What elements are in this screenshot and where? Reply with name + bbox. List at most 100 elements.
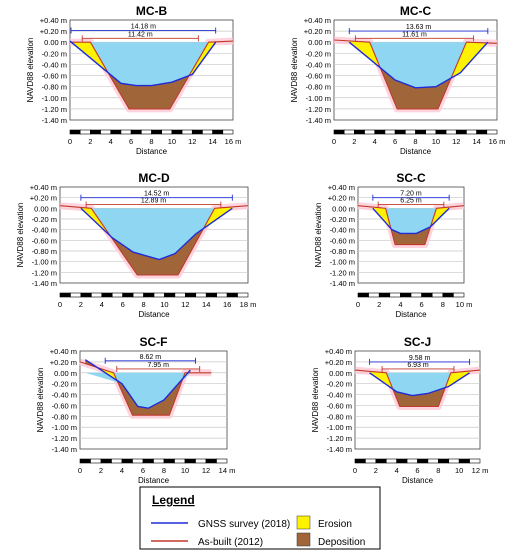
bottom-width-label: 6.25 m [400,198,422,205]
x-axis-label: Distance [402,476,434,485]
gnss-line [69,40,217,87]
y-tick-label: -0.80 m [327,412,352,421]
x-tick-label: 6 [420,300,424,309]
gnss-line [372,207,450,235]
scale-bar-segment [174,292,186,298]
scale-bar-segment [442,292,454,298]
scale-bar-segment [410,292,422,298]
scale-bar-segment [195,458,207,464]
x-tick-label: 2 [79,300,83,309]
scale-bar-segment [101,292,113,298]
y-tick-label: +0.40 m [325,347,352,356]
y-axis-label: NAVD88 elevation [16,203,25,268]
scale-bar-segment [374,129,386,135]
scale-bar-segment [110,129,122,135]
scale-bar-segment [130,129,142,135]
x-tick-label: 2 [374,466,378,475]
x-tick-label: 10 [432,137,440,146]
x-tick-label: 12 [452,137,460,146]
y-tick-label: 0.00 m [308,38,331,47]
scale-bar-segment [195,292,207,298]
top-width-label: 13.63 m [406,24,431,31]
scale-bar-segment [153,292,165,298]
x-tick-label: 10 m [456,300,473,309]
scale-bar-segment [216,292,228,298]
scale-bar-segment [91,292,103,298]
y-tick-label: -1.00 m [52,423,77,432]
y-tick-label: -0.60 m [32,236,57,245]
y-tick-label: -0.60 m [42,72,67,81]
erosion-area [372,207,450,245]
scale-bar-segment [406,458,418,464]
y-tick-label: -1.40 m [327,445,352,454]
scale-bar-segment [205,458,217,464]
scale-bar-segment [205,292,217,298]
top-width-label: 8.62 m [140,354,162,361]
x-tick-label: 0 [353,466,357,475]
gnss-line [369,372,470,397]
scale-bar-segment [212,129,224,135]
y-tick-label: -1.20 m [32,268,57,277]
chart-title: MC-D [138,171,170,185]
asbuilt-line [357,205,465,246]
scale-bar-segment [80,292,92,298]
scale-bar-segment [469,458,481,464]
scale-bar-segment [132,458,144,464]
x-tick-label: 6 [121,300,125,309]
x-tick-label: 6 [129,137,133,146]
scale-bar-segment [455,129,467,135]
scale-bar-segment [354,129,365,135]
x-tick-label: 4 [100,300,104,309]
scale-bar-segment [427,458,439,464]
scale-bar-segment [378,292,391,298]
y-axis-label: NAVD88 elevation [314,203,323,268]
scale-bar-segment [431,292,444,298]
x-tick-label: 8 [141,300,145,309]
x-tick-label: 0 [58,300,62,309]
x-tick-label: 8 [413,137,417,146]
deposition-area [85,359,191,416]
y-tick-label: 0.00 m [329,369,352,378]
x-tick-label: 8 [441,300,445,309]
x-tick-label: 4 [120,466,124,475]
y-tick-label: -0.40 m [32,226,57,235]
y-tick-label: -0.60 m [52,401,77,410]
x-tick-label: 14 [472,137,480,146]
scale-bar-segment [425,129,437,135]
erosion-area [70,41,216,109]
scale-bar-segment [79,458,91,464]
scale-bar-segment [70,292,82,298]
y-tick-label: -0.40 m [327,391,352,400]
scale-bar-segment [389,292,401,298]
x-tick-label: 16 [223,300,231,309]
scale-bar-segment [153,458,165,464]
scale-bar-segment [141,129,152,135]
legend-deposition-label: Deposition [318,537,365,548]
y-tick-label: -0.20 m [306,49,331,58]
x-tick-label: 12 [188,137,196,146]
legend-box: Legend GNSS survey (2018) As-built (2012… [139,486,381,550]
y-tick-label: 0.00 m [34,204,57,213]
y-tick-label: -0.20 m [327,380,352,389]
top-width-label: 14.52 m [144,191,169,198]
top-width-label: 14.18 m [131,24,156,31]
scale-bar-segment [185,292,197,298]
x-tick-label: 12 m [472,466,489,475]
scale-bar-segment [222,129,234,135]
x-tick-label: 4 [395,466,399,475]
asbuilt-line [70,40,234,110]
bottom-width-label: 11.42 m [128,31,153,38]
y-tick-label: +0.20 m [50,358,77,367]
x-tick-label: 0 [356,300,360,309]
legend-deposition-swatch [296,532,311,547]
top-width-label: 7.20 m [400,191,422,198]
y-tick-label: -0.40 m [42,60,67,69]
scale-bar-segment [405,129,416,135]
y-tick-label: -0.60 m [330,236,355,245]
charts-layer: +0.40 m+0.20 m0.00 m-0.20 m-0.40 m-0.60 … [16,4,505,485]
scale-bar-segment [121,458,133,464]
x-tick-label: 0 [68,137,72,146]
y-tick-label: -1.00 m [306,94,331,103]
y-tick-label: -1.40 m [32,279,57,288]
